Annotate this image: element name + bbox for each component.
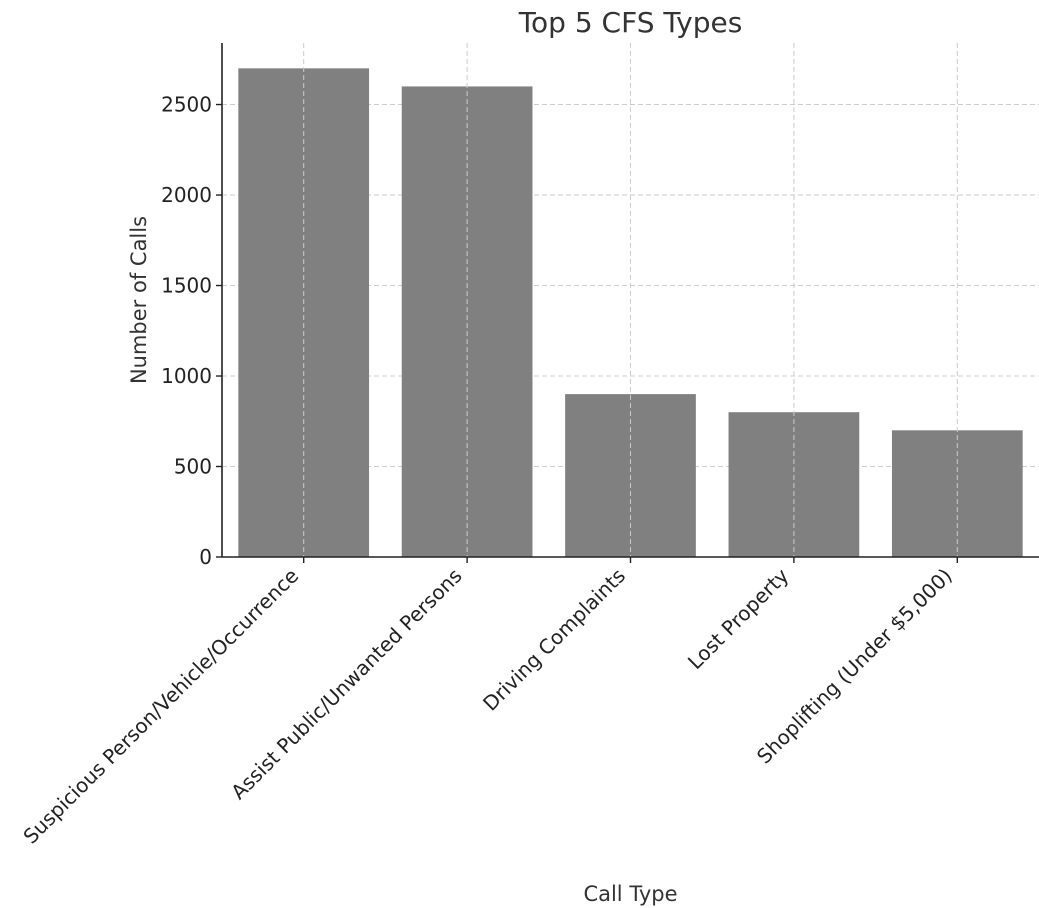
y-tick-label: 1000 (161, 364, 212, 388)
y-tick-label: 1500 (161, 274, 212, 298)
x-ticks: Suspicious Person/Vehicle/OccurrenceAssi… (18, 557, 958, 849)
x-axis-title: Call Type (583, 882, 677, 906)
x-tick-label: Lost Property (683, 563, 794, 674)
x-tick-label: Shoplifting (Under $5,000) (752, 564, 957, 769)
y-tick-label: 2500 (161, 93, 212, 117)
y-ticks: 0 500 1000 1500 2000 2500 (161, 93, 222, 569)
bars-layer (238, 43, 1023, 558)
y-tick-label: 500 (174, 455, 212, 479)
x-tick-label: Driving Complaints (478, 564, 630, 716)
chart-title: Top 5 CFS Types (518, 6, 743, 39)
y-tick-label: 2000 (161, 183, 212, 207)
x-tick-label: Suspicious Person/Vehicle/Occurrence (18, 564, 303, 849)
y-axis-title: Number of Calls (127, 216, 151, 384)
y-tick-label: 0 (199, 545, 212, 569)
